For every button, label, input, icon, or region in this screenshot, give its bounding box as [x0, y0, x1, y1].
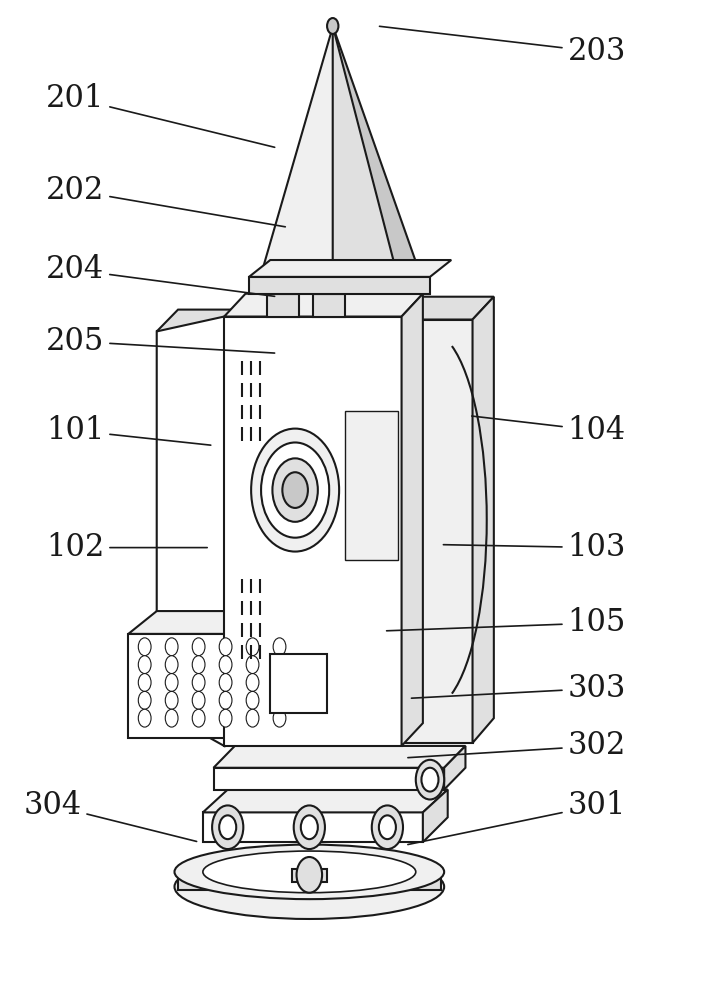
Circle shape	[165, 638, 178, 656]
Circle shape	[294, 805, 325, 849]
Polygon shape	[203, 790, 448, 812]
Text: 204: 204	[46, 254, 274, 296]
Polygon shape	[157, 310, 256, 331]
Circle shape	[273, 709, 286, 727]
Circle shape	[165, 656, 178, 674]
Circle shape	[327, 18, 338, 34]
Circle shape	[246, 709, 259, 727]
Text: 103: 103	[444, 532, 626, 563]
Circle shape	[139, 691, 151, 709]
Circle shape	[261, 442, 329, 538]
Circle shape	[297, 857, 322, 893]
Polygon shape	[292, 869, 327, 882]
Circle shape	[219, 674, 232, 691]
Polygon shape	[224, 294, 423, 317]
Circle shape	[282, 472, 308, 508]
Circle shape	[219, 709, 232, 727]
Text: 203: 203	[380, 26, 626, 67]
Polygon shape	[270, 654, 327, 713]
Polygon shape	[384, 297, 494, 320]
Ellipse shape	[174, 845, 444, 899]
Circle shape	[192, 638, 205, 656]
Text: 302: 302	[408, 730, 626, 761]
Polygon shape	[444, 746, 465, 790]
Circle shape	[416, 760, 444, 799]
Text: 202: 202	[46, 175, 285, 227]
Polygon shape	[213, 768, 444, 790]
Circle shape	[192, 656, 205, 674]
Polygon shape	[256, 26, 332, 292]
Polygon shape	[332, 26, 426, 292]
Circle shape	[165, 709, 178, 727]
Circle shape	[212, 805, 243, 849]
Polygon shape	[213, 746, 465, 768]
Polygon shape	[345, 411, 398, 560]
Polygon shape	[384, 320, 472, 743]
Ellipse shape	[203, 851, 416, 893]
Circle shape	[251, 429, 339, 552]
Text: 201: 201	[46, 83, 275, 147]
Text: 101: 101	[46, 415, 211, 446]
Text: 105: 105	[386, 607, 626, 638]
Text: 205: 205	[46, 326, 274, 357]
Circle shape	[139, 656, 151, 674]
Circle shape	[272, 458, 318, 522]
Polygon shape	[337, 611, 366, 738]
Circle shape	[246, 656, 259, 674]
Circle shape	[192, 709, 205, 727]
Circle shape	[192, 674, 205, 691]
Polygon shape	[423, 790, 448, 842]
Text: 303: 303	[411, 673, 626, 704]
Circle shape	[139, 709, 151, 727]
Polygon shape	[203, 812, 423, 842]
Polygon shape	[157, 317, 224, 746]
Polygon shape	[129, 634, 337, 738]
Polygon shape	[157, 331, 235, 708]
Text: 104: 104	[472, 415, 626, 446]
Polygon shape	[472, 297, 494, 743]
Circle shape	[372, 805, 403, 849]
Circle shape	[246, 674, 259, 691]
Circle shape	[379, 815, 396, 839]
Polygon shape	[267, 294, 299, 317]
Circle shape	[246, 638, 259, 656]
Polygon shape	[401, 294, 423, 746]
Polygon shape	[249, 260, 451, 277]
Text: 301: 301	[408, 790, 626, 845]
Polygon shape	[332, 26, 381, 292]
Polygon shape	[178, 872, 441, 890]
Circle shape	[273, 638, 286, 656]
Text: 304: 304	[24, 790, 197, 841]
Circle shape	[273, 656, 286, 674]
Polygon shape	[224, 317, 401, 746]
Circle shape	[219, 656, 232, 674]
Polygon shape	[267, 284, 309, 294]
Ellipse shape	[174, 855, 444, 919]
Polygon shape	[129, 611, 366, 634]
Circle shape	[246, 691, 259, 709]
Circle shape	[219, 691, 232, 709]
Circle shape	[192, 691, 205, 709]
Circle shape	[165, 674, 178, 691]
Polygon shape	[313, 294, 345, 317]
Circle shape	[273, 674, 286, 691]
Circle shape	[421, 768, 439, 792]
Polygon shape	[249, 277, 430, 294]
Polygon shape	[332, 26, 401, 292]
Circle shape	[165, 691, 178, 709]
Circle shape	[139, 638, 151, 656]
Polygon shape	[313, 284, 355, 294]
Circle shape	[273, 691, 286, 709]
Circle shape	[219, 638, 232, 656]
Circle shape	[219, 815, 236, 839]
Circle shape	[301, 815, 318, 839]
Circle shape	[139, 674, 151, 691]
Text: 102: 102	[46, 532, 208, 563]
